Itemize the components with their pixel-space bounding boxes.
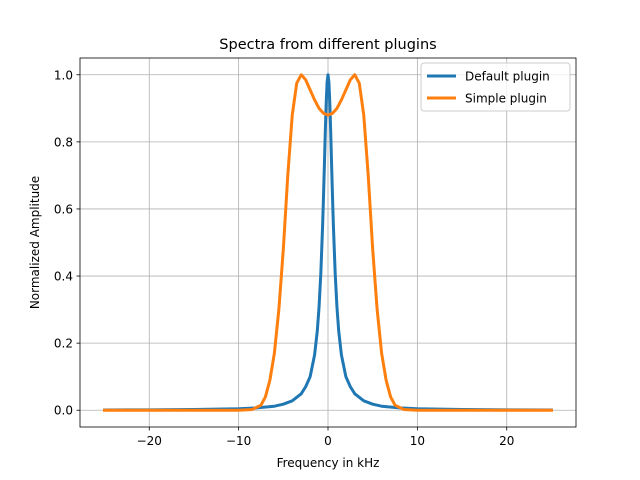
legend-label: Simple plugin — [465, 92, 547, 106]
legend-box — [420, 62, 571, 112]
legend-label: Default plugin — [465, 70, 550, 84]
series-layer — [103, 73, 553, 412]
y-tick-label: 0.8 — [54, 135, 73, 149]
y-tick-label: 0.2 — [54, 337, 73, 351]
y-tick-label: 0.0 — [54, 404, 73, 418]
y-tick-label: 1.0 — [54, 68, 73, 82]
x-axis-label: Frequency in kHz — [277, 456, 380, 470]
series-line-default-plugin — [103, 73, 553, 412]
x-tick-label: 0 — [324, 434, 332, 448]
x-tick-label: −20 — [137, 434, 162, 448]
chart-title: Spectra from different plugins — [219, 37, 436, 53]
ticks: −20 −10 0 10 20 0.0 0.2 0.4 0.6 0.8 1.0 — [54, 68, 514, 448]
legend: Default plugin Simple plugin — [420, 62, 571, 112]
x-tick-label: 20 — [499, 434, 514, 448]
x-tick-label: 10 — [410, 434, 425, 448]
series-line-simple-plugin — [103, 73, 553, 412]
y-tick-label: 0.4 — [54, 270, 73, 284]
y-axis-label: Normalized Amplitude — [28, 176, 42, 309]
x-tick-label: −10 — [226, 434, 251, 448]
y-tick-label: 0.6 — [54, 202, 73, 216]
